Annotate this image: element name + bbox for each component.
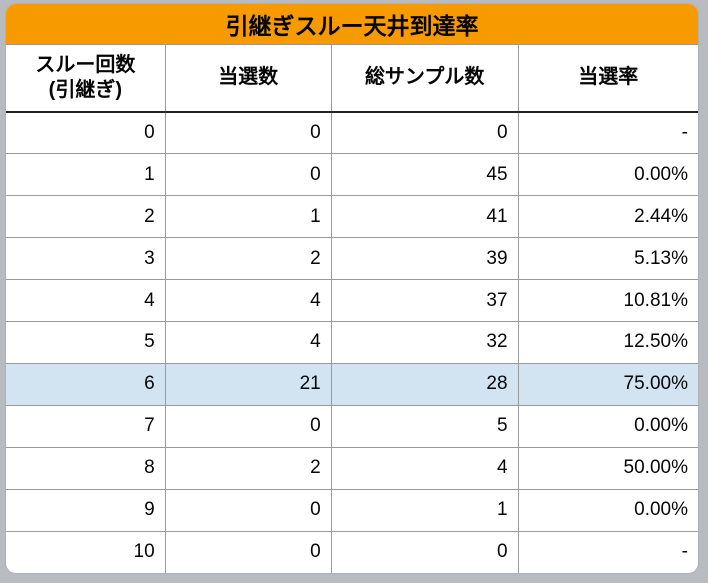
cell-r7-c3: 0.00% <box>518 405 698 447</box>
cell-r4-c0: 4 <box>6 280 165 322</box>
cell-r8-c1: 2 <box>165 447 331 489</box>
cell-r1-c2: 45 <box>331 154 518 196</box>
cell-r7-c2: 5 <box>331 405 518 447</box>
table-card: 引継ぎスルー天井到達率 スルー回数(引継ぎ)当選数総サンプル数当選率 000-1… <box>6 4 698 573</box>
cell-r10-c1: 0 <box>165 531 331 573</box>
cell-r1-c3: 0.00% <box>518 154 698 196</box>
cell-r5-c3: 12.50% <box>518 322 698 364</box>
cell-r6-c2: 28 <box>331 363 518 405</box>
table-row: 32395.13% <box>6 238 698 280</box>
cell-r8-c0: 8 <box>6 447 165 489</box>
cell-r0-c3: - <box>518 112 698 154</box>
cell-r2-c3: 2.44% <box>518 196 698 238</box>
cell-r7-c1: 0 <box>165 405 331 447</box>
cell-r8-c3: 50.00% <box>518 447 698 489</box>
column-header-0: スルー回数(引継ぎ) <box>6 44 165 112</box>
cell-r2-c2: 41 <box>331 196 518 238</box>
table-row: 543212.50% <box>6 322 698 364</box>
column-header-1: 当選数 <box>165 44 331 112</box>
cell-r9-c2: 1 <box>331 489 518 531</box>
cell-r3-c0: 3 <box>6 238 165 280</box>
data-table: 引継ぎスルー天井到達率 スルー回数(引継ぎ)当選数総サンプル数当選率 000-1… <box>6 4 698 573</box>
table-body: 000-10450.00%21412.44%32395.13%443710.81… <box>6 112 698 573</box>
column-header-3: 当選率 <box>518 44 698 112</box>
cell-r2-c1: 1 <box>165 196 331 238</box>
cell-r9-c1: 0 <box>165 489 331 531</box>
cell-r1-c0: 1 <box>6 154 165 196</box>
cell-r8-c2: 4 <box>331 447 518 489</box>
table-row: 9010.00% <box>6 489 698 531</box>
table-title: 引継ぎスルー天井到達率 <box>6 4 698 44</box>
cell-r3-c1: 2 <box>165 238 331 280</box>
cell-r2-c0: 2 <box>6 196 165 238</box>
cell-r4-c2: 37 <box>331 280 518 322</box>
cell-r9-c3: 0.00% <box>518 489 698 531</box>
table-row: 82450.00% <box>6 447 698 489</box>
cell-r5-c1: 4 <box>165 322 331 364</box>
cell-r6-c0: 6 <box>6 363 165 405</box>
table-header-row: スルー回数(引継ぎ)当選数総サンプル数当選率 <box>6 44 698 112</box>
cell-r3-c2: 39 <box>331 238 518 280</box>
table-row: 443710.81% <box>6 280 698 322</box>
column-header-2: 総サンプル数 <box>331 44 518 112</box>
cell-r10-c3: - <box>518 531 698 573</box>
cell-r0-c1: 0 <box>165 112 331 154</box>
cell-r0-c2: 0 <box>331 112 518 154</box>
cell-r6-c3: 75.00% <box>518 363 698 405</box>
cell-r5-c2: 32 <box>331 322 518 364</box>
table-row: 6212875.00% <box>6 363 698 405</box>
cell-r7-c0: 7 <box>6 405 165 447</box>
cell-r10-c0: 10 <box>6 531 165 573</box>
cell-r4-c3: 10.81% <box>518 280 698 322</box>
cell-r6-c1: 21 <box>165 363 331 405</box>
page-background: 引継ぎスルー天井到達率 スルー回数(引継ぎ)当選数総サンプル数当選率 000-1… <box>0 0 708 583</box>
cell-r10-c2: 0 <box>331 531 518 573</box>
table-row: 10450.00% <box>6 154 698 196</box>
table-row: 000- <box>6 112 698 154</box>
cell-r9-c0: 9 <box>6 489 165 531</box>
table-row: 1000- <box>6 531 698 573</box>
cell-r1-c1: 0 <box>165 154 331 196</box>
table-row: 7050.00% <box>6 405 698 447</box>
cell-r5-c0: 5 <box>6 322 165 364</box>
cell-r0-c0: 0 <box>6 112 165 154</box>
cell-r4-c1: 4 <box>165 280 331 322</box>
table-row: 21412.44% <box>6 196 698 238</box>
cell-r3-c3: 5.13% <box>518 238 698 280</box>
